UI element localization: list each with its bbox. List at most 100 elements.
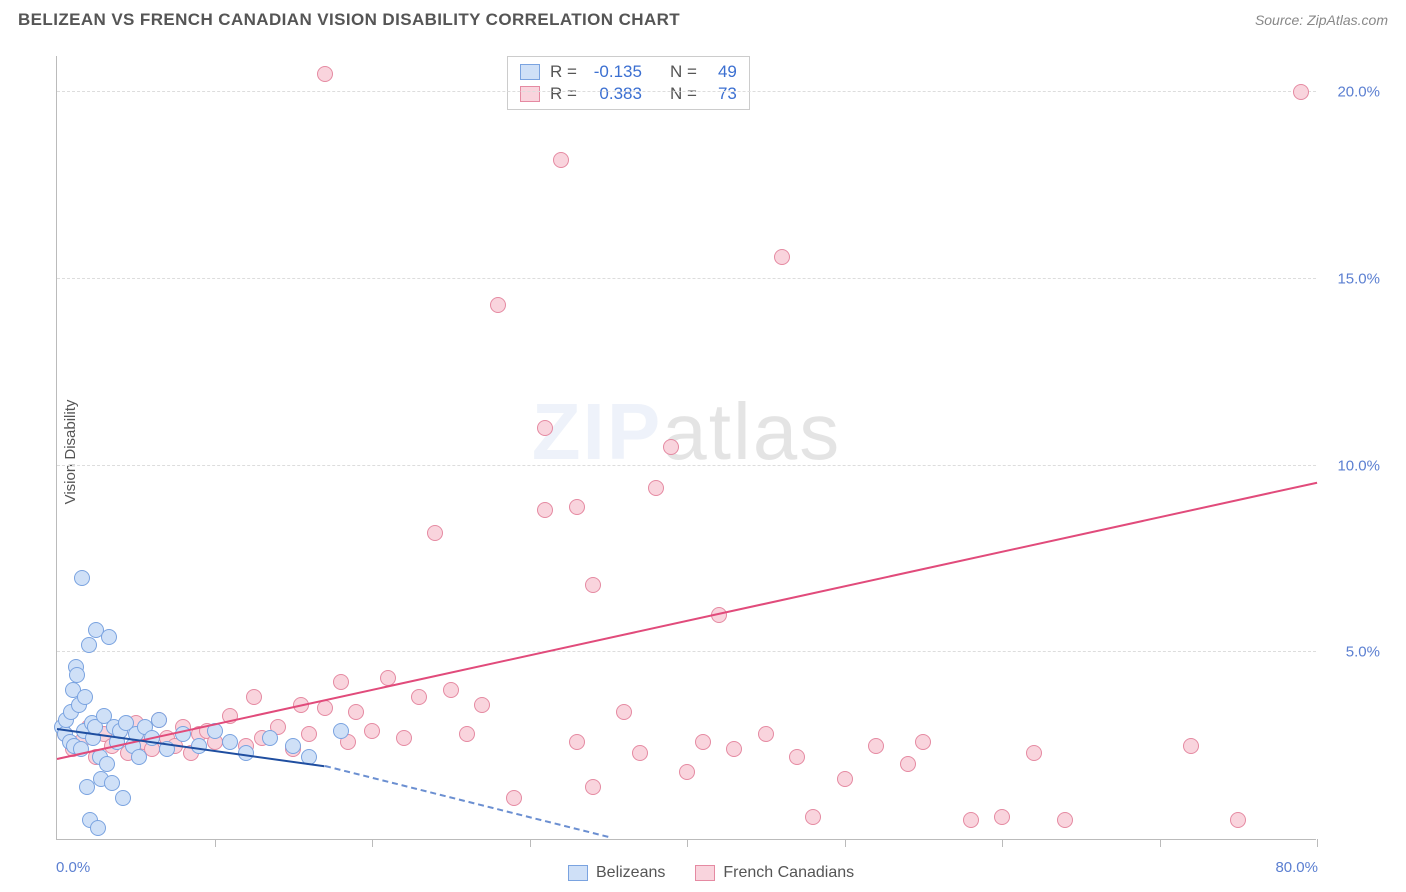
scatter-point-french-canadians (553, 152, 569, 168)
scatter-point-french-canadians (648, 480, 664, 496)
scatter-point-french-canadians (994, 809, 1010, 825)
scatter-point-belizeans (131, 749, 147, 765)
scatter-point-french-canadians (632, 745, 648, 761)
legend-item-french-canadians: French Canadians (695, 864, 854, 882)
stats-row-french-canadians: R = 0.383 N = 73 (520, 83, 737, 105)
scatter-point-french-canadians (569, 734, 585, 750)
scatter-point-belizeans (74, 570, 90, 586)
gridline (57, 651, 1316, 652)
scatter-point-french-canadians (490, 297, 506, 313)
scatter-point-french-canadians (427, 525, 443, 541)
swatch-belizeans (520, 64, 540, 80)
scatter-point-french-canadians (569, 499, 585, 515)
x-axis-min-label: 0.0% (56, 859, 90, 876)
x-tick (372, 839, 373, 847)
scatter-point-french-canadians (443, 682, 459, 698)
scatter-point-french-canadians (726, 741, 742, 757)
gridline (57, 465, 1316, 466)
scatter-point-french-canadians (585, 577, 601, 593)
scatter-point-belizeans (262, 730, 278, 746)
scatter-point-french-canadians (411, 689, 427, 705)
x-tick (1160, 839, 1161, 847)
x-tick (530, 839, 531, 847)
swatch-french-canadians (520, 86, 540, 102)
scatter-point-french-canadians (585, 779, 601, 795)
x-tick (1002, 839, 1003, 847)
scatter-point-french-canadians (915, 734, 931, 750)
chart-container: Vision Disability ZIPatlas R = -0.135 N … (48, 56, 1384, 848)
gridline (57, 278, 1316, 279)
y-tick-label: 5.0% (1346, 644, 1380, 661)
correlation-stats-box: R = -0.135 N = 49 R = 0.383 N = 73 (507, 56, 750, 110)
scatter-point-french-canadians (506, 790, 522, 806)
source-attribution: Source: ZipAtlas.com (1255, 12, 1388, 28)
stats-row-belizeans: R = -0.135 N = 49 (520, 61, 737, 83)
legend-swatch-french-canadians (695, 865, 715, 881)
bottom-legend: Belizeans French Canadians (568, 864, 854, 882)
trend-line (57, 482, 1317, 760)
scatter-point-french-canadians (695, 734, 711, 750)
scatter-point-french-canadians (1026, 745, 1042, 761)
n-label: N = (670, 84, 697, 104)
scatter-point-french-canadians (963, 812, 979, 828)
scatter-point-french-canadians (789, 749, 805, 765)
scatter-point-french-canadians (679, 764, 695, 780)
r-value-french-canadians: 0.383 (587, 84, 642, 104)
scatter-point-french-canadians (459, 726, 475, 742)
n-value-belizeans: 49 (707, 62, 737, 82)
scatter-point-belizeans (115, 790, 131, 806)
scatter-point-french-canadians (868, 738, 884, 754)
x-tick (1317, 839, 1318, 847)
scatter-point-french-canadians (317, 700, 333, 716)
y-tick-label: 15.0% (1337, 271, 1380, 288)
legend-swatch-belizeans (568, 865, 588, 881)
scatter-point-belizeans (81, 637, 97, 653)
scatter-point-french-canadians (301, 726, 317, 742)
trend-line-dash (325, 765, 609, 838)
legend-item-belizeans: Belizeans (568, 864, 665, 882)
scatter-point-belizeans (99, 756, 115, 772)
scatter-plot: ZIPatlas R = -0.135 N = 49 R = 0.383 N =… (56, 56, 1316, 840)
x-tick (845, 839, 846, 847)
scatter-point-french-canadians (364, 723, 380, 739)
scatter-point-belizeans (101, 629, 117, 645)
scatter-point-french-canadians (837, 771, 853, 787)
scatter-point-french-canadians (1183, 738, 1199, 754)
scatter-point-french-canadians (1230, 812, 1246, 828)
n-value-french-canadians: 73 (707, 84, 737, 104)
n-label: N = (670, 62, 697, 82)
scatter-point-belizeans (333, 723, 349, 739)
scatter-point-french-canadians (758, 726, 774, 742)
x-tick (687, 839, 688, 847)
scatter-point-french-canadians (663, 439, 679, 455)
y-tick-label: 10.0% (1337, 457, 1380, 474)
chart-title: BELIZEAN VS FRENCH CANADIAN VISION DISAB… (18, 10, 680, 30)
gridline (57, 91, 1316, 92)
scatter-point-french-canadians (1057, 812, 1073, 828)
scatter-point-belizeans (151, 712, 167, 728)
y-tick-label: 20.0% (1337, 84, 1380, 101)
r-label: R = (550, 84, 577, 104)
legend-label-french-canadians: French Canadians (723, 864, 854, 882)
scatter-point-belizeans (222, 734, 238, 750)
scatter-point-belizeans (90, 820, 106, 836)
scatter-point-french-canadians (348, 704, 364, 720)
scatter-point-french-canadians (1293, 84, 1309, 100)
scatter-point-belizeans (104, 775, 120, 791)
scatter-point-belizeans (77, 689, 93, 705)
legend-label-belizeans: Belizeans (596, 864, 665, 882)
scatter-point-french-canadians (333, 674, 349, 690)
r-value-belizeans: -0.135 (587, 62, 642, 82)
scatter-point-belizeans (285, 738, 301, 754)
scatter-point-french-canadians (317, 66, 333, 82)
scatter-point-french-canadians (805, 809, 821, 825)
x-axis-max-label: 80.0% (1275, 859, 1318, 876)
x-tick (215, 839, 216, 847)
scatter-point-french-canadians (537, 502, 553, 518)
scatter-point-french-canadians (616, 704, 632, 720)
r-label: R = (550, 62, 577, 82)
scatter-point-belizeans (69, 667, 85, 683)
scatter-point-belizeans (191, 738, 207, 754)
scatter-point-french-canadians (474, 697, 490, 713)
scatter-point-french-canadians (396, 730, 412, 746)
